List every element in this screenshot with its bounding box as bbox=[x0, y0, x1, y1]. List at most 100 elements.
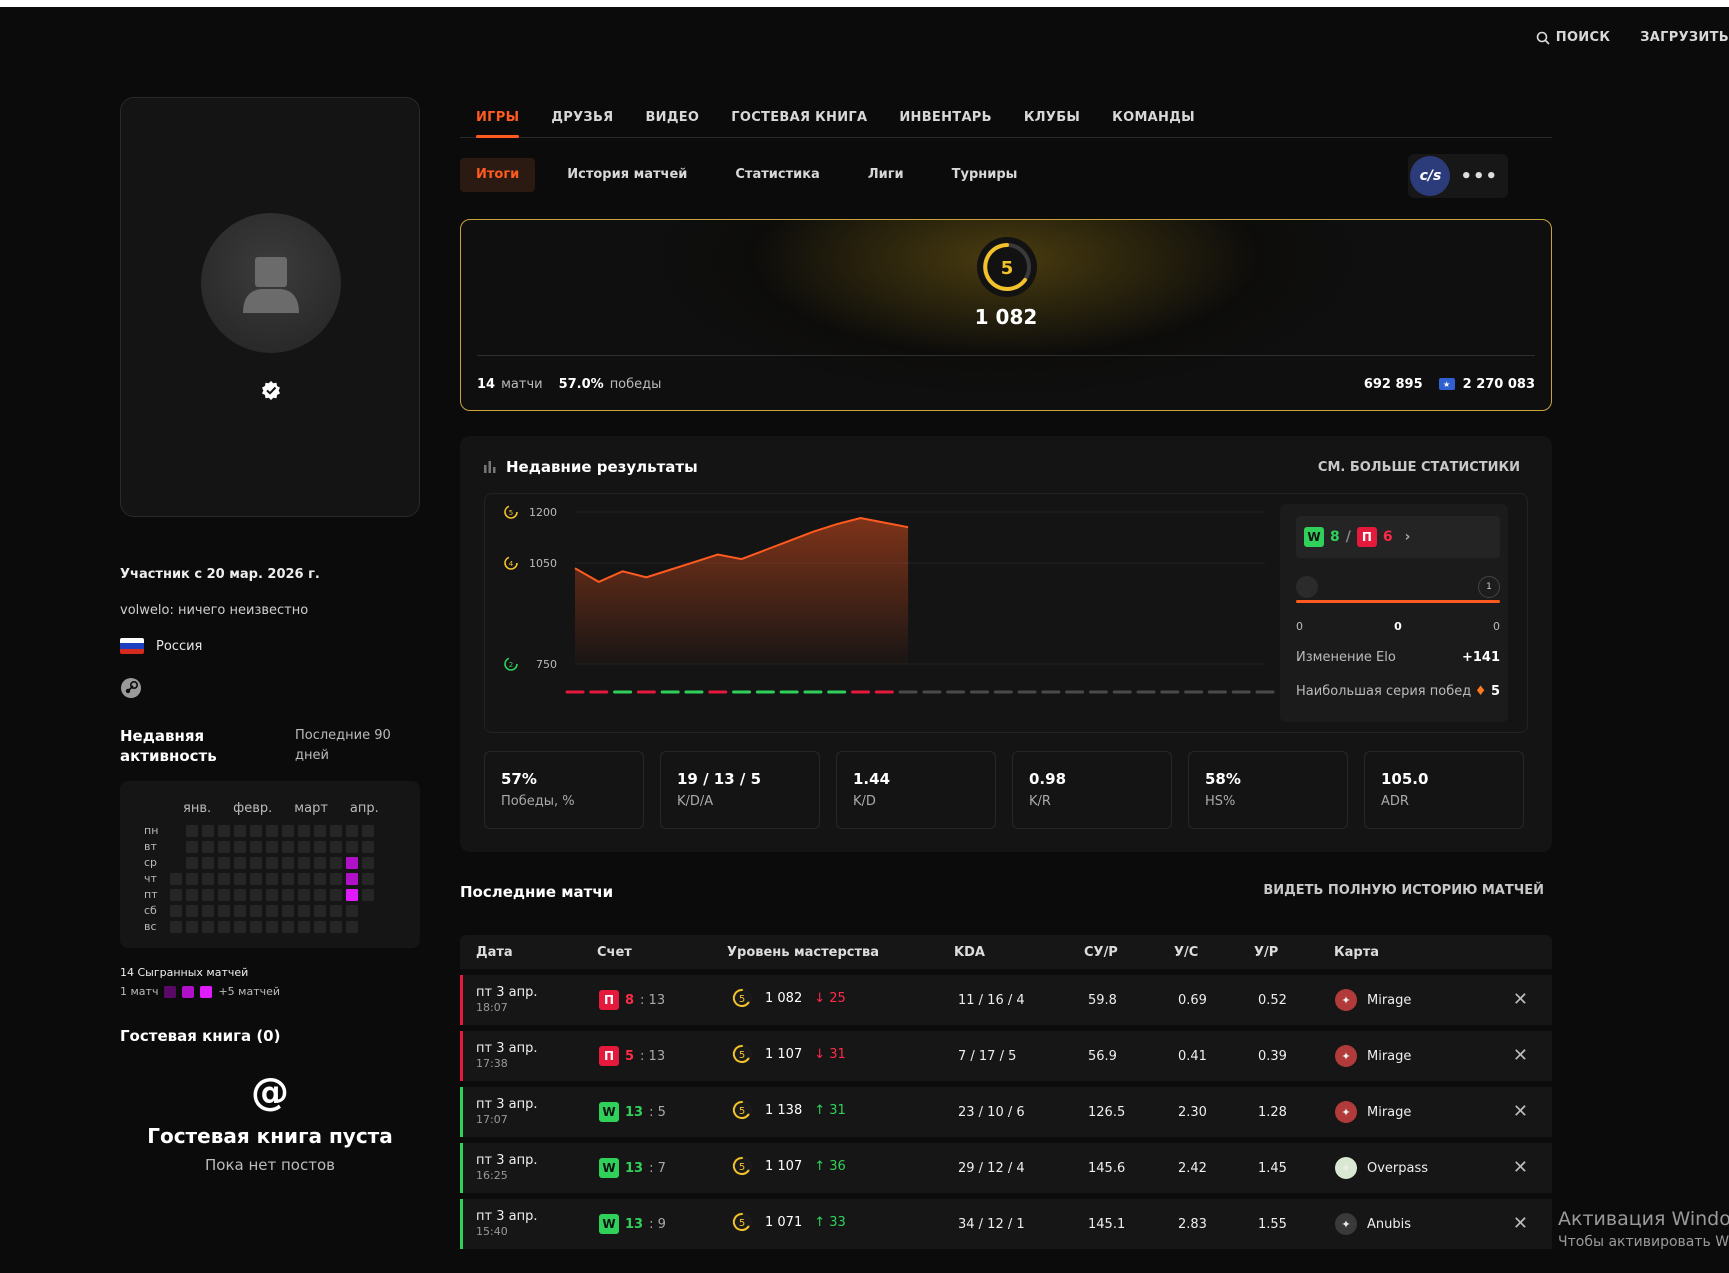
level-badge-icon: 5 bbox=[732, 1156, 752, 1176]
tab-inventory[interactable]: ИНВЕНТАРЬ bbox=[899, 110, 992, 125]
subtab-leagues[interactable]: Лиги bbox=[867, 167, 904, 182]
map-name: Mirage bbox=[1367, 992, 1412, 1008]
match-kda: 23 / 10 / 6 bbox=[958, 1105, 1025, 1120]
upload-link[interactable]: ЗАГРУЗИТЬ bbox=[1640, 30, 1729, 45]
level-badge-icon: 5 bbox=[977, 237, 1037, 297]
recent-title: Недавние результаты bbox=[506, 458, 698, 476]
map-name: Overpass bbox=[1367, 1160, 1429, 1176]
heatmap-day: пн bbox=[144, 824, 159, 837]
heatmap-cell bbox=[362, 873, 374, 885]
stat-label: K/D bbox=[853, 794, 876, 809]
match-kd: 0.41 bbox=[1178, 1049, 1207, 1064]
tab-friends[interactable]: ДРУЗЬЯ bbox=[551, 110, 614, 125]
level-number: 5 bbox=[739, 1162, 745, 1173]
heatmap-cell bbox=[346, 857, 358, 869]
level-number: 5 bbox=[739, 1218, 745, 1229]
heatmap-cell bbox=[330, 841, 342, 853]
tab-games[interactable]: ИГРЫ bbox=[476, 100, 520, 138]
heatmap-cell bbox=[234, 905, 246, 917]
score-opponent: : 13 bbox=[640, 992, 666, 1008]
tab-guestbook[interactable]: ГОСТЕВАЯ КНИГА bbox=[731, 110, 868, 125]
level-badge-icon: 5 bbox=[732, 1044, 752, 1064]
avatar[interactable] bbox=[201, 213, 341, 353]
heatmap-cell bbox=[218, 841, 230, 853]
compare-icon[interactable]: ✕ bbox=[1512, 1157, 1528, 1178]
more-stats-link[interactable]: СМ. БОЛЬШЕ СТАТИСТИКИ bbox=[1317, 460, 1520, 475]
guestbook-empty: @ Гостевая книга пуста Пока нет постов bbox=[120, 1070, 420, 1174]
score-team: 13 bbox=[625, 1160, 644, 1176]
tab-video[interactable]: ВИДЕО bbox=[645, 110, 700, 125]
level-icon bbox=[504, 505, 518, 519]
region-rank[interactable]: ★ 2 270 083 bbox=[1438, 377, 1535, 392]
ranks: 692 895 ★ 2 270 083 bbox=[1332, 376, 1535, 392]
heatmap-cell bbox=[362, 825, 374, 837]
heatmap-cell bbox=[330, 905, 342, 917]
map-icon: ✦ bbox=[1335, 1045, 1357, 1067]
heatmap-cell bbox=[266, 873, 278, 885]
country-rank[interactable]: 692 895 bbox=[1332, 376, 1423, 392]
subtab-match-history[interactable]: История матчей bbox=[567, 167, 688, 182]
subtab-statistics[interactable]: Статистика bbox=[735, 167, 820, 182]
current-level-icon bbox=[1296, 576, 1318, 598]
match-elo: 1 107 bbox=[765, 1046, 803, 1062]
stat-cards: 57% Победы, % 19 / 13 / 5 K/D/A 1.44 K/D 0.… bbox=[484, 751, 1524, 829]
heatmap-cell bbox=[362, 921, 374, 933]
separator: / bbox=[1345, 529, 1351, 545]
heatmap-cell bbox=[250, 841, 262, 853]
range-right: 0 bbox=[1493, 620, 1500, 633]
heatmap-cell bbox=[202, 873, 214, 885]
table-row[interactable]: пт 3 апр. 15:40 W 13: 9 5 1 071 ↑ 33 34 / 12 / … bbox=[460, 1199, 1552, 1249]
steam-link[interactable] bbox=[120, 677, 420, 703]
subtab-summary[interactable]: Итоги bbox=[460, 158, 536, 192]
legend-swatch bbox=[182, 985, 195, 998]
table-row[interactable]: пт 3 апр. 17:38 П 5: 13 5 1 107 ↓ 31 7 / 17 / 5… bbox=[460, 1031, 1552, 1081]
more-menu-icon[interactable]: ••• bbox=[1460, 165, 1498, 187]
y-tick-level: 2 bbox=[509, 661, 513, 669]
result-badge: W bbox=[599, 1158, 619, 1178]
subtab-tournaments[interactable]: Турниры bbox=[951, 167, 1018, 182]
arrow-down-icon: ↓ bbox=[814, 1046, 826, 1062]
win-badge: W bbox=[1304, 527, 1324, 547]
tab-clubs[interactable]: КЛУБЫ bbox=[1023, 110, 1081, 125]
compare-icon[interactable]: ✕ bbox=[1512, 1213, 1528, 1234]
level-icon bbox=[504, 556, 518, 570]
heatmap-cell bbox=[282, 841, 294, 853]
match-day: пт 3 апр. bbox=[476, 1209, 538, 1224]
table-row[interactable]: пт 3 апр. 17:07 W 13: 5 5 1 138 ↑ 31 23 / 10 / … bbox=[460, 1087, 1552, 1137]
fire-icon: ♦ bbox=[1474, 684, 1487, 699]
elo-delta: ↓ 31 bbox=[814, 1047, 846, 1062]
skill-level: 5 1 082 ↓ 25 bbox=[731, 987, 846, 1009]
match-date: пт 3 апр. 18:07 bbox=[476, 985, 537, 1015]
match-kda: 29 / 12 / 4 bbox=[958, 1161, 1025, 1176]
table-row[interactable]: пт 3 апр. 16:25 W 13: 7 5 1 107 ↑ 36 29 / 12 / … bbox=[460, 1143, 1552, 1193]
winrate-label: победы bbox=[609, 377, 662, 392]
match-map: ✦ Mirage bbox=[1335, 989, 1411, 1011]
search-link[interactable]: ПОИСК bbox=[1536, 30, 1610, 45]
compare-icon[interactable]: ✕ bbox=[1512, 1101, 1528, 1122]
heatmap-cell bbox=[346, 825, 358, 837]
table-row[interactable]: пт 3 апр. 18:07 П 8: 13 5 1 082 ↓ 25 11 / 16 / … bbox=[460, 975, 1552, 1025]
compare-icon[interactable]: ✕ bbox=[1512, 989, 1528, 1010]
match-kda: 11 / 16 / 4 bbox=[958, 993, 1025, 1008]
match-adr: 59.8 bbox=[1088, 993, 1117, 1008]
stat-label: HS% bbox=[1205, 794, 1236, 809]
game-selector[interactable]: c/s ••• bbox=[1408, 154, 1508, 198]
top-strip bbox=[0, 0, 1729, 7]
region-icon: ★ bbox=[1438, 378, 1455, 390]
heatmap-cell bbox=[298, 841, 310, 853]
sub-tabs: Итоги История матчей Статистика Лиги Тур… bbox=[460, 154, 1552, 198]
compare-icon[interactable]: ✕ bbox=[1512, 1045, 1528, 1066]
matches-table: Дата Счет Уровень мастерства KDA СУ/Р У/… bbox=[460, 935, 1552, 1249]
heatmap-cell bbox=[250, 905, 262, 917]
elo-value: 1 082 bbox=[974, 305, 1038, 329]
result-badge: W bbox=[599, 1102, 619, 1122]
heatmap-cell bbox=[202, 841, 214, 853]
full-history-link[interactable]: ВИДЕТЬ ПОЛНУЮ ИСТОРИЮ МАТЧЕЙ bbox=[1263, 883, 1544, 898]
legend-swatch bbox=[200, 985, 213, 998]
header-adr: СУ/Р bbox=[1084, 945, 1118, 960]
level-number: 5 bbox=[739, 1050, 745, 1061]
win-loss-summary[interactable]: W 8 / П 6 › bbox=[1296, 516, 1500, 558]
search-icon bbox=[1536, 31, 1550, 45]
tab-teams[interactable]: КОМАНДЫ bbox=[1112, 110, 1195, 125]
